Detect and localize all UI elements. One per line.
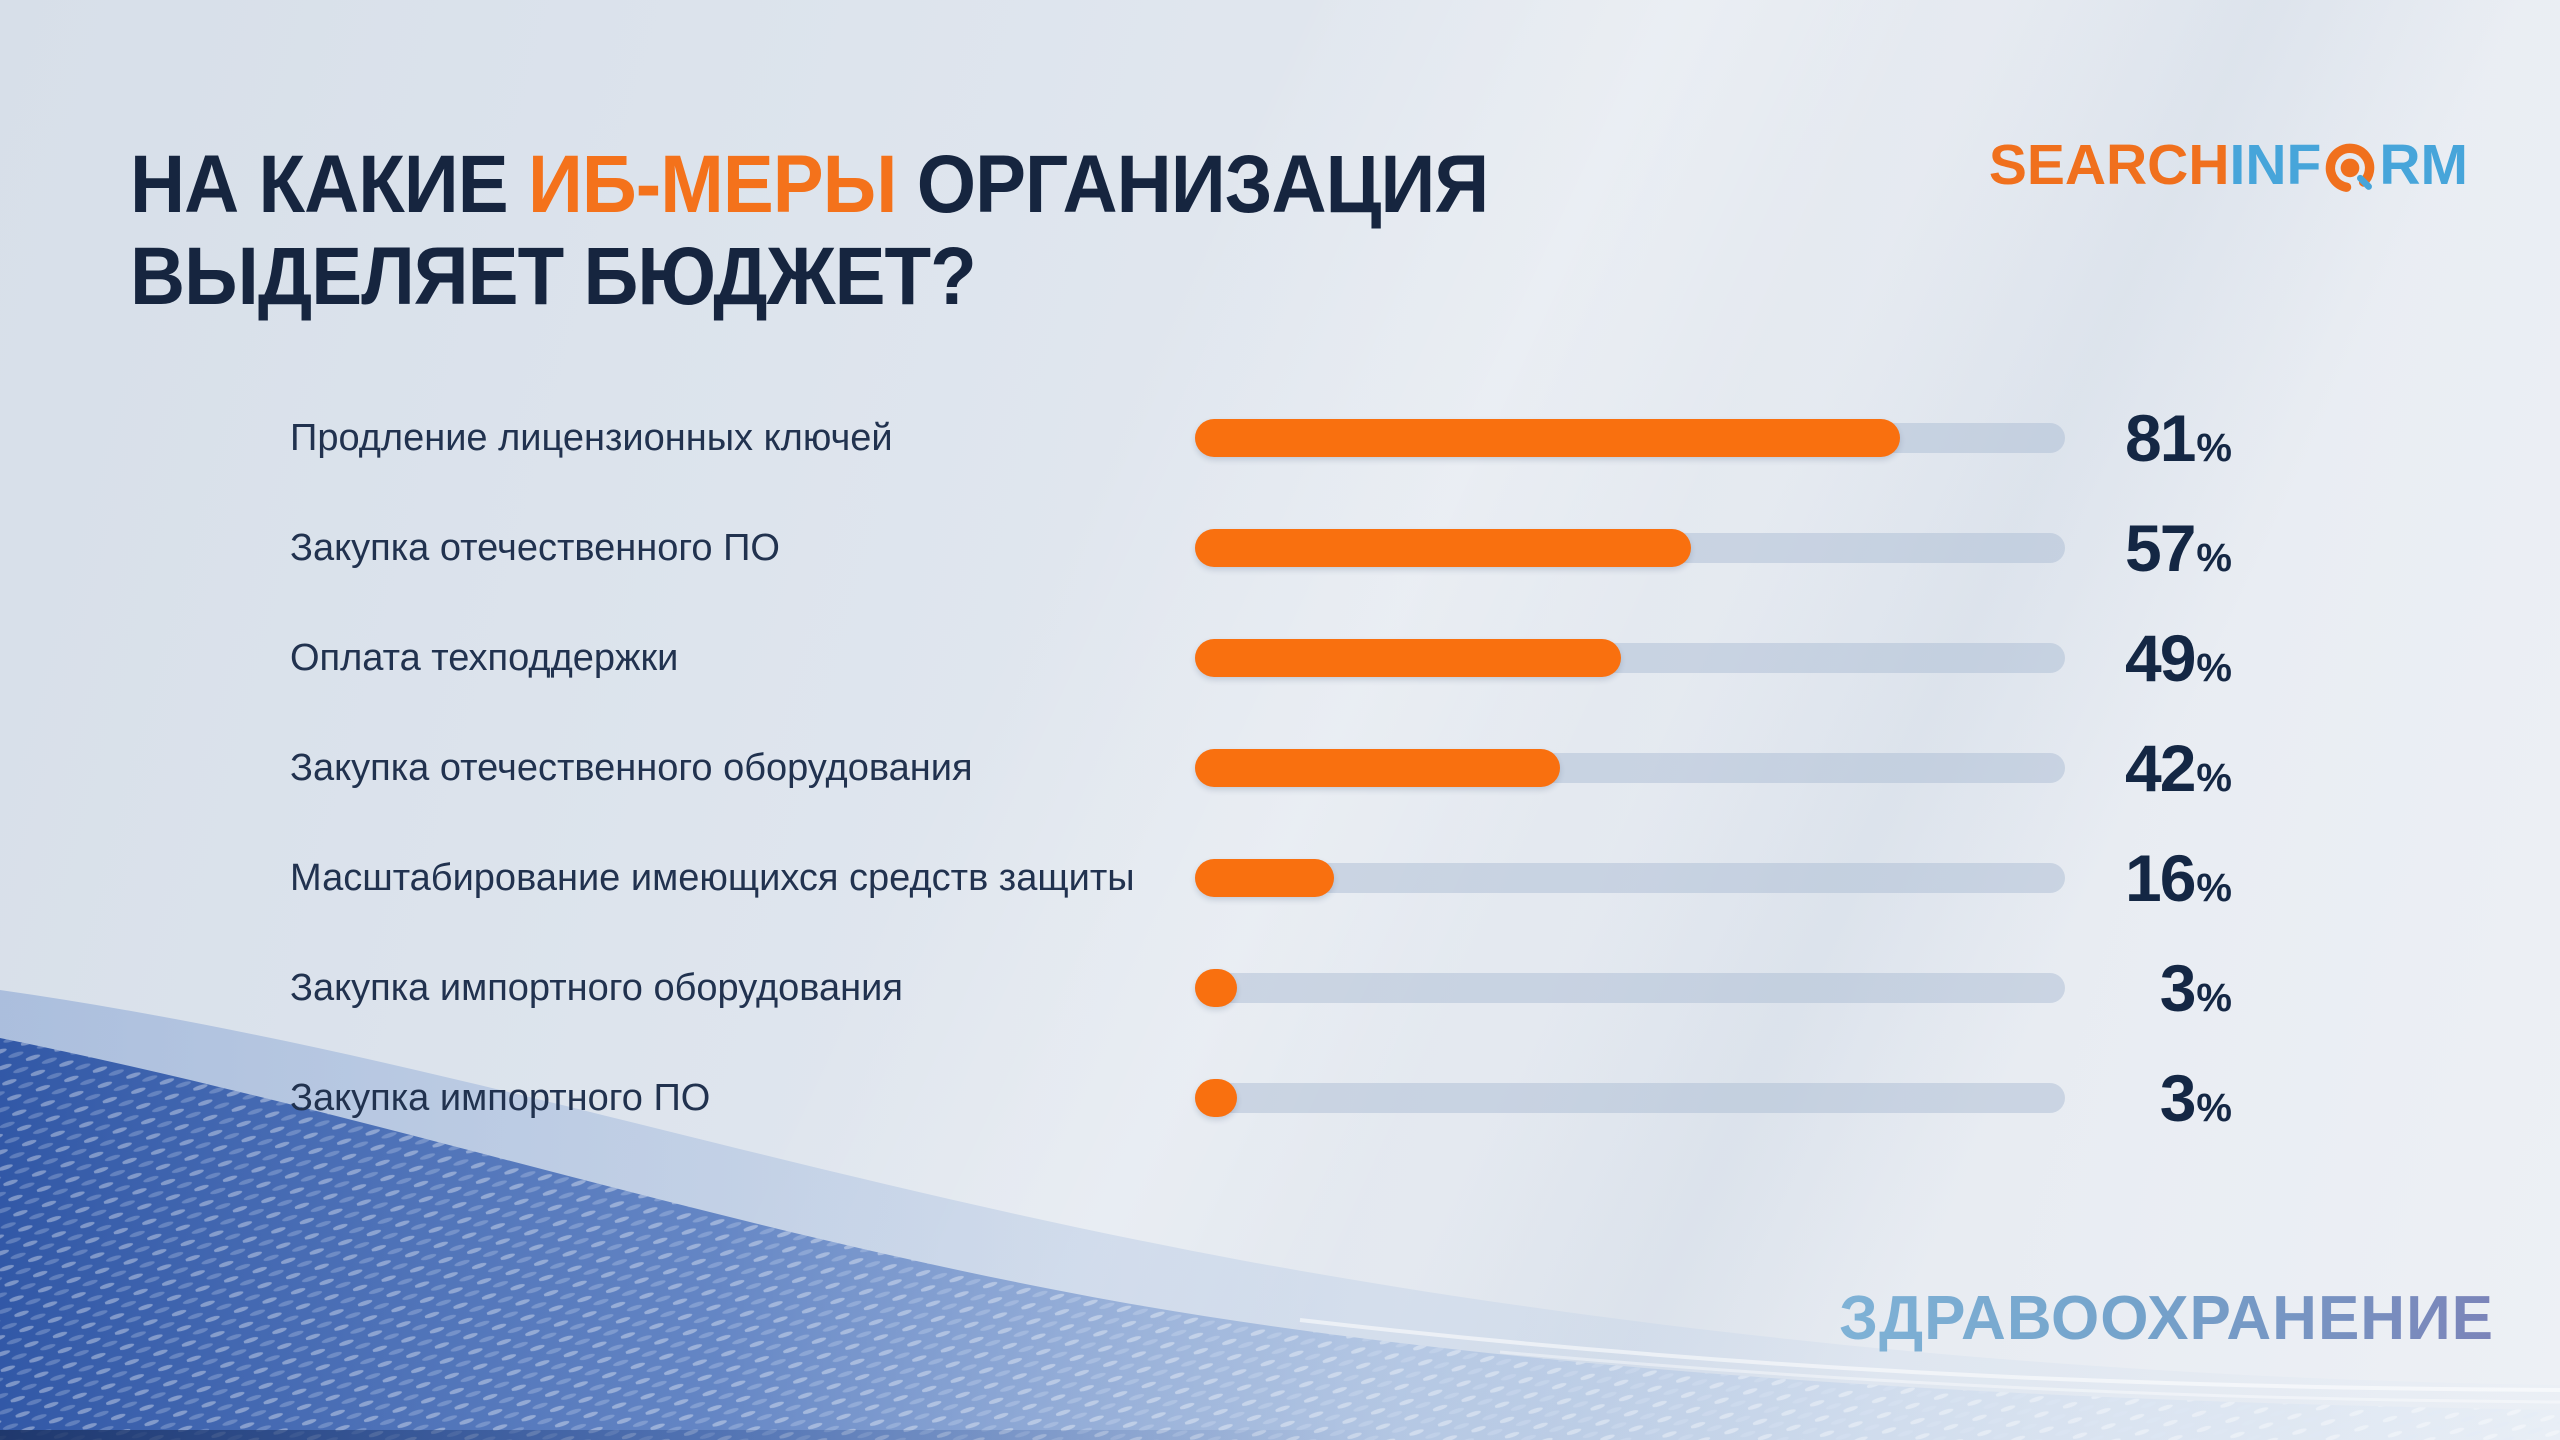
bar-row: Закупка отечественного оборудования 42%: [290, 713, 2232, 823]
bar-fill: [1195, 969, 1237, 1007]
title-part-prefix: НА КАКИЕ: [130, 138, 509, 230]
value-label: 81%: [2065, 400, 2232, 476]
logo-text-inf: INF: [2229, 133, 2322, 197]
title-line2: ВЫДЕЛЯЕТ БЮДЖЕТ?: [130, 230, 977, 322]
bar-fill: [1195, 859, 1335, 897]
bar-row: Закупка отечественного ПО 57%: [290, 493, 2232, 603]
bar-row: Закупка импортного оборудования 3%: [290, 933, 2232, 1043]
sector-label: ЗДРАВООХРАНЕНИЕ: [1839, 1284, 2494, 1353]
searchinform-logo: SEARCH INF RM: [1989, 132, 2468, 198]
bar-fill: [1195, 749, 1561, 787]
logo-text-search: SEARCH: [1988, 133, 2230, 197]
bar-track: [1195, 749, 2065, 787]
value-number: 81: [2125, 401, 2196, 475]
logo-lens-icon: [2322, 139, 2378, 195]
bar-row: Оплата техподдержки 49%: [290, 603, 2232, 713]
value-percent-sign: %: [2196, 866, 2232, 910]
value-label: 42%: [2065, 730, 2232, 806]
value-number: 42: [2125, 731, 2196, 805]
value-label: 49%: [2065, 620, 2232, 696]
bar-track: [1195, 969, 2065, 1007]
value-label: 3%: [2065, 1060, 2232, 1136]
value-percent-sign: %: [2196, 536, 2232, 580]
title-part-highlight: ИБ-МЕРЫ: [528, 138, 897, 230]
category-label: Продление лицензионных ключей: [290, 416, 893, 459]
category-label: Оплата техподдержки: [290, 636, 679, 679]
value-percent-sign: %: [2196, 426, 2232, 470]
bar-track: [1195, 639, 2065, 677]
value-number: 3: [2159, 1061, 2197, 1135]
bar-track: [1195, 419, 2065, 457]
bar-row: Закупка импортного ПО 3%: [290, 1043, 2232, 1153]
bar-track: [1195, 859, 2065, 897]
value-number: 57: [2125, 511, 2196, 585]
bar-fill: [1195, 419, 1900, 457]
category-label: Закупка отечественного ПО: [290, 526, 780, 569]
value-percent-sign: %: [2196, 976, 2232, 1020]
title-part-suffix: ОРГАНИЗАЦИЯ: [916, 138, 1489, 230]
bar-row: Продление лицензионных ключей 81%: [290, 383, 2232, 493]
value-label: 57%: [2065, 510, 2232, 586]
value-number: 49: [2125, 621, 2196, 695]
category-label: Масштабирование имеющихся средств защиты: [290, 856, 1135, 899]
value-number: 16: [2125, 841, 2196, 915]
bar-fill: [1195, 1079, 1237, 1117]
bar-fill: [1195, 529, 1691, 567]
logo-text-rm: RM: [2379, 133, 2468, 197]
value-percent-sign: %: [2196, 646, 2232, 690]
value-percent-sign: %: [2196, 1086, 2232, 1130]
page-title: НА КАКИЕ ИБ-МЕРЫ ОРГАНИЗАЦИЯ ВЫДЕЛЯЕТ БЮД…: [130, 138, 1489, 323]
category-label: Закупка импортного оборудования: [290, 966, 903, 1009]
bar-track: [1195, 1079, 2065, 1117]
category-label: Закупка импортного ПО: [290, 1076, 711, 1119]
bar-row: Масштабирование имеющихся средств защиты…: [290, 823, 2232, 933]
value-label: 16%: [2065, 840, 2232, 916]
value-number: 3: [2159, 951, 2197, 1025]
value-label: 3%: [2065, 950, 2232, 1026]
category-label: Закупка отечественного оборудования: [290, 746, 973, 789]
bar-chart: Продление лицензионных ключей 81% Закупка …: [290, 383, 2232, 1153]
bar-fill: [1195, 639, 1622, 677]
bar-track: [1195, 529, 2065, 567]
value-percent-sign: %: [2196, 756, 2232, 800]
